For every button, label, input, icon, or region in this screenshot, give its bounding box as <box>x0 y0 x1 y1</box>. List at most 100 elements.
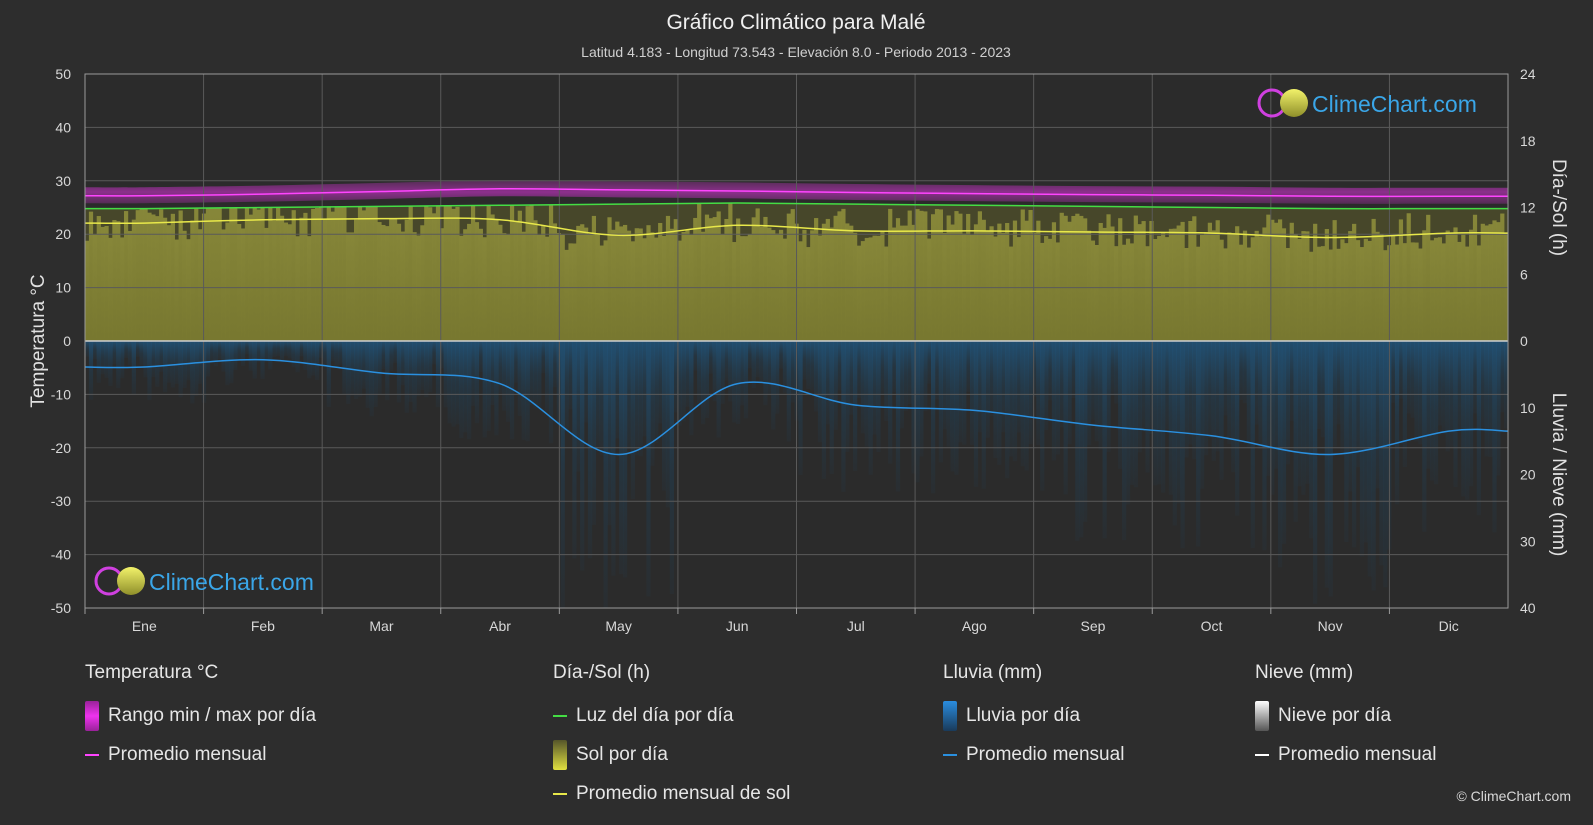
sun-day-bar <box>1071 215 1076 341</box>
sun-day-bar <box>751 217 756 341</box>
sun-day-bar <box>673 219 678 341</box>
rain-day-bar <box>1164 341 1170 430</box>
rain-day-bar <box>907 341 912 405</box>
rain-day-bar <box>962 341 967 445</box>
rain-day-bar <box>623 341 628 578</box>
sun-swatch <box>553 739 567 770</box>
rain-day-bar <box>580 341 585 571</box>
rain-day-bar <box>1433 341 1439 485</box>
rain-day-bar <box>950 341 955 472</box>
sun-day-bar <box>295 236 300 341</box>
sun-day-bar <box>650 232 655 341</box>
rain-day-bar <box>661 341 667 491</box>
rain-day-bar <box>92 341 97 360</box>
sun-day-bar <box>630 241 636 341</box>
sun-day-bar <box>1437 237 1443 341</box>
sun-day-bar <box>1133 215 1138 341</box>
x-tick-label: Oct <box>1201 618 1223 634</box>
rain-day-bar <box>739 341 745 406</box>
rain-day-bar <box>751 341 756 389</box>
sun-day-bar <box>237 224 242 341</box>
sun-avg-line <box>84 217 1509 239</box>
rain-day-bar <box>767 341 772 395</box>
rain-day-bar <box>1441 341 1446 434</box>
rain-day-bar <box>611 341 616 576</box>
rain-day-bar <box>295 341 300 373</box>
sun-day-bar <box>326 206 331 341</box>
rain-day-bar <box>646 341 651 597</box>
rain-day-bar <box>1316 341 1322 430</box>
rain-day-bar <box>1047 341 1053 401</box>
rain-day-bar <box>396 341 402 403</box>
rain-day-bar <box>650 341 655 466</box>
sun-day-bar <box>1316 246 1322 341</box>
sun-day-bar <box>517 210 522 341</box>
sun-day-bar <box>942 232 947 341</box>
rain-day-bar <box>303 341 308 370</box>
sun-day-bar <box>482 237 487 341</box>
sun-day-bar <box>385 226 390 341</box>
rain-day-bar <box>1071 341 1076 398</box>
rain-day-bar <box>1094 341 1099 442</box>
sun-day-bar <box>981 219 986 341</box>
sun-day-bar <box>821 223 827 341</box>
rain-day-bar <box>786 341 791 442</box>
sun-day-bar <box>693 217 698 341</box>
rain-day-bar <box>1472 341 1478 414</box>
sun-day-bar <box>642 238 647 341</box>
x-tick-label: Nov <box>1318 618 1343 634</box>
rain-day-bar <box>584 341 589 423</box>
rain-day-bar <box>1363 341 1368 543</box>
sun-day-bar <box>1149 220 1154 341</box>
sun-day-bar <box>1430 240 1435 341</box>
rain-day-bar <box>619 341 624 575</box>
rain-day-bar <box>116 341 121 389</box>
rain-day-bar <box>763 341 768 406</box>
sun-day-bar <box>860 241 866 341</box>
rain-day-bar <box>712 341 717 402</box>
rain-day-bar <box>736 341 741 425</box>
rain-day-bar <box>591 341 597 525</box>
sun-day-bar <box>279 215 285 341</box>
rain-day-bar <box>470 341 476 406</box>
sun-day-bar <box>424 206 429 341</box>
rain-day-bar <box>829 341 834 475</box>
y-left-tick-label: -20 <box>51 440 71 456</box>
sun-day-bar <box>1086 230 1092 341</box>
logo-orb-icon <box>1280 89 1308 117</box>
sun-day-bar <box>1281 228 1287 341</box>
rain-day-bar <box>162 341 168 393</box>
rain-day-bar <box>1051 341 1057 461</box>
sun-day-bar <box>1340 239 1345 341</box>
rain-day-bar <box>841 341 846 492</box>
sun-day-bar <box>213 207 218 341</box>
legend-label: Promedio mensual <box>966 743 1125 765</box>
rain-day-bar <box>853 341 858 471</box>
rain-day-bar <box>732 341 737 423</box>
y-left-tick-label: 30 <box>55 173 71 189</box>
sun-day-bar <box>318 207 324 341</box>
legend-group-rain: Lluvia (mm) Lluvia por día Promedio mens… <box>943 660 1124 774</box>
sun-day-bar <box>1398 219 1404 341</box>
x-tick-label: Abr <box>489 618 511 634</box>
sun-day-bar <box>1211 230 1216 341</box>
rain-day-bar <box>1001 341 1006 433</box>
sun-day-bar <box>966 213 971 341</box>
sun-day-bar <box>88 211 94 341</box>
sun-day-bar <box>451 208 456 341</box>
sun-day-bar <box>1145 246 1150 341</box>
sun-day-bar <box>1301 231 1306 341</box>
sun-day-bar <box>572 243 577 341</box>
rain-day-bar <box>1012 341 1018 462</box>
y-right-rain-tick-label: 30 <box>1520 533 1536 549</box>
sun-day-bar <box>1488 224 1493 341</box>
legend-item: Sol por día <box>553 735 790 774</box>
rain-day-bar <box>494 341 499 436</box>
rain-day-bar <box>209 341 214 362</box>
sun-day-bar <box>1274 222 1279 341</box>
sun-day-bar <box>159 209 164 341</box>
sun-day-bar <box>1137 224 1142 341</box>
rain-day-bar <box>814 341 819 412</box>
sun-day-bar <box>1297 238 1302 341</box>
rain-day-bar <box>1133 341 1138 488</box>
